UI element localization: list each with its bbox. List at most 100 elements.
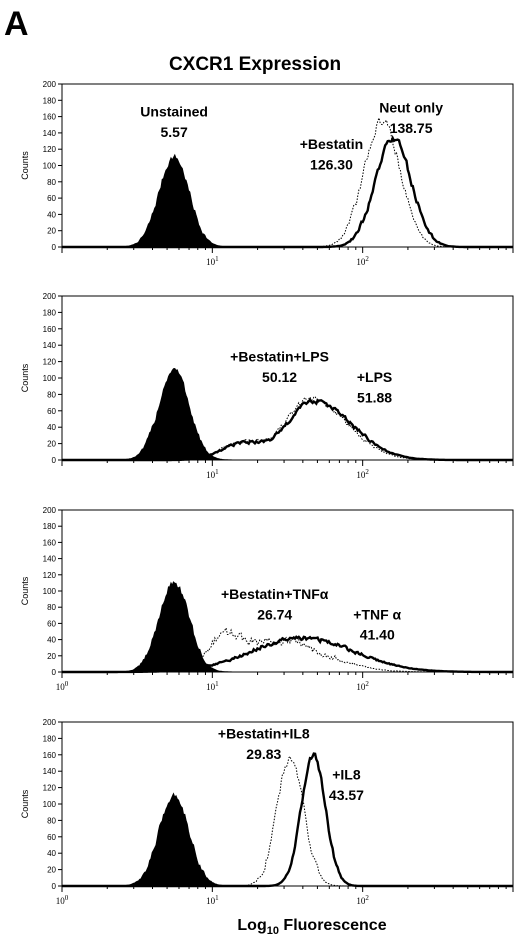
histogram-dotted-bestatin xyxy=(62,395,513,461)
y-axis-label: Counts xyxy=(20,363,30,392)
y-tick-label: 60 xyxy=(47,194,56,203)
histogram-annotation: +Bestatin xyxy=(300,136,363,152)
histogram-annotation: 26.74 xyxy=(257,606,292,622)
y-tick-label: 160 xyxy=(43,113,57,122)
x-tick-label: 101 xyxy=(206,680,219,692)
x-tick-exponent: 1 xyxy=(215,680,219,688)
panel-letter: A xyxy=(4,5,29,43)
histogram-annotation: +Bestatin+LPS xyxy=(230,349,329,365)
y-tick-label: 0 xyxy=(52,456,57,465)
x-tick-exponent: 2 xyxy=(365,680,369,688)
y-tick-label: 100 xyxy=(43,587,57,596)
x-axis-label-suffix: Fluorescence xyxy=(279,917,387,934)
y-tick-label: 100 xyxy=(43,374,57,383)
histogram-solid xyxy=(62,635,513,674)
x-tick-base: 10 xyxy=(56,896,66,906)
y-tick-label: 20 xyxy=(47,652,56,661)
histogram-annotation: 50.12 xyxy=(262,369,297,385)
y-tick-label: 120 xyxy=(43,145,57,154)
y-axis-label: Counts xyxy=(20,789,30,818)
histogram-dotted-bestatin xyxy=(62,116,513,248)
x-tick-exponent: 1 xyxy=(215,894,219,902)
x-tick-label: 102 xyxy=(356,255,369,267)
y-tick-label: 20 xyxy=(47,440,56,449)
y-tick-label: 20 xyxy=(47,227,56,236)
y-tick-label: 40 xyxy=(47,423,56,432)
y-tick-label: 60 xyxy=(47,619,56,628)
histogram-annotation: Unstained xyxy=(140,104,208,120)
y-tick-label: 120 xyxy=(43,784,57,793)
y-axis-label: Counts xyxy=(20,576,30,605)
y-tick-label: 140 xyxy=(43,767,57,776)
y-tick-label: 80 xyxy=(47,178,56,187)
y-tick-label: 140 xyxy=(43,555,57,564)
y-tick-label: 160 xyxy=(43,325,57,334)
x-tick-base: 10 xyxy=(56,682,66,692)
y-tick-label: 140 xyxy=(43,129,57,138)
y-tick-label: 80 xyxy=(47,390,56,399)
y-tick-label: 200 xyxy=(43,80,57,89)
histogram-annotation: 5.57 xyxy=(161,124,188,140)
y-tick-label: 40 xyxy=(47,849,56,858)
y-tick-label: 60 xyxy=(47,407,56,416)
y-tick-label: 100 xyxy=(43,162,57,171)
y-tick-label: 20 xyxy=(47,866,56,875)
histogram-annotation: 126.30 xyxy=(310,157,353,173)
plot-frame xyxy=(61,83,514,248)
y-tick-label: 180 xyxy=(43,522,57,531)
y-tick-label: 180 xyxy=(43,96,57,105)
x-tick-exponent: 2 xyxy=(365,468,369,476)
figure-title: CXCR1 Expression xyxy=(169,54,341,75)
x-tick-base: 10 xyxy=(356,470,366,480)
y-tick-label: 140 xyxy=(43,341,57,350)
x-tick-exponent: 2 xyxy=(365,894,369,902)
y-tick-label: 120 xyxy=(43,571,57,580)
x-tick-label: 102 xyxy=(356,468,369,480)
x-tick-label: 101 xyxy=(206,894,219,906)
x-tick-label: 101 xyxy=(206,468,219,480)
y-tick-label: 40 xyxy=(47,210,56,219)
histogram-annotation: 43.57 xyxy=(329,787,364,803)
y-tick-label: 120 xyxy=(43,358,57,367)
y-tick-label: 0 xyxy=(52,243,57,252)
y-tick-label: 160 xyxy=(43,538,57,547)
y-axis-label: Counts xyxy=(20,151,30,180)
x-tick-label: 102 xyxy=(356,680,369,692)
histogram-solid xyxy=(62,398,513,462)
histogram-annotation: 29.83 xyxy=(246,746,281,762)
histogram-annotation: 41.40 xyxy=(360,627,395,643)
y-tick-label: 160 xyxy=(43,751,57,760)
x-axis-label-prefix: Log xyxy=(237,917,266,934)
x-tick-exponent: 1 xyxy=(215,468,219,476)
histogram-dotted-bestatin xyxy=(62,755,513,887)
y-tick-label: 60 xyxy=(47,833,56,842)
x-axis-label-subscript: 10 xyxy=(267,925,279,937)
x-tick-base: 10 xyxy=(356,896,366,906)
x-tick-base: 10 xyxy=(206,470,216,480)
y-tick-label: 200 xyxy=(43,718,57,727)
x-tick-exponent: 0 xyxy=(65,680,69,688)
x-tick-base: 10 xyxy=(206,257,216,267)
y-tick-label: 180 xyxy=(43,734,57,743)
x-tick-exponent: 0 xyxy=(65,894,69,902)
x-tick-base: 10 xyxy=(206,896,216,906)
y-tick-label: 200 xyxy=(43,506,57,515)
x-tick-label: 100 xyxy=(56,680,69,692)
x-tick-base: 10 xyxy=(356,682,366,692)
y-tick-label: 40 xyxy=(47,636,56,645)
histogram-dotted-bestatin xyxy=(62,626,513,673)
x-tick-base: 10 xyxy=(206,682,216,692)
plot-frame xyxy=(61,721,514,887)
y-tick-label: 180 xyxy=(43,308,57,317)
histogram-filled-unstained xyxy=(62,153,513,248)
x-tick-exponent: 1 xyxy=(215,255,219,263)
y-tick-label: 80 xyxy=(47,816,56,825)
x-tick-base: 10 xyxy=(356,257,366,267)
y-tick-label: 200 xyxy=(43,292,57,301)
y-tick-label: 100 xyxy=(43,800,57,809)
